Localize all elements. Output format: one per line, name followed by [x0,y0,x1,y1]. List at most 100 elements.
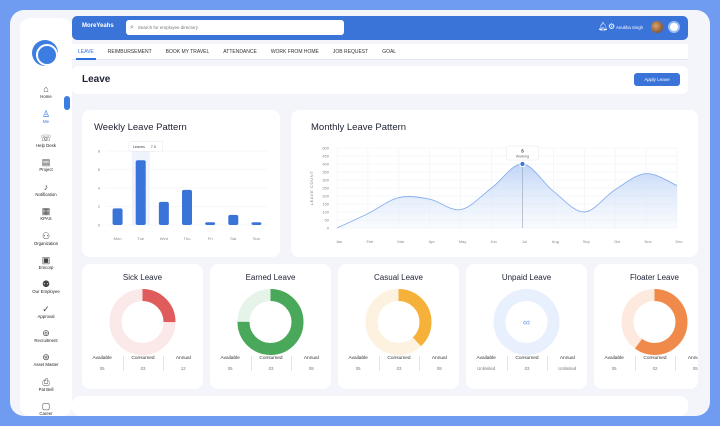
stat-consumed: Consumed 03 [506,356,547,371]
weekly-chart: 0 2 4 6 8 Mon Tue Wed Thu Fri Sat Sun Leaves 7.0 [98,141,268,241]
tooltip-label: Working [516,155,529,159]
sidebar-item-help-desk[interactable]: ☏ Help Desk [20,129,72,153]
stat-label: Available [604,356,624,361]
donut-arc [365,289,432,355]
bar-sun[interactable] [251,222,262,225]
gear-icon[interactable]: ⚙ [608,22,616,31]
x-tick-label: Thu [184,236,191,241]
sidebar-item-career[interactable]: ▢ Career [20,397,72,416]
sidebar-collapse-handle[interactable] [64,96,70,110]
brand-name[interactable]: MoreYeahs [82,23,114,29]
data-point-jul[interactable] [519,160,526,168]
user-name[interactable]: Anubha Singh [616,25,643,30]
bar-mon[interactable] [112,208,123,225]
leave-card-unpaid-leave[interactable]: Unpaid Leave ∞ Available Unlimited Consumed 0… [466,264,587,389]
tab-reimbursement[interactable]: REIMBURSEMENT [107,48,152,55]
stat-value: 05 [692,366,698,371]
sidebar-item-notification[interactable]: ♪ Notification [20,178,72,202]
stat-annual: Annual 08 [418,356,459,371]
clipboard-icon: ▤ [41,157,51,168]
tab-goal[interactable]: GOAL [382,48,397,55]
leave-stats: Available 05 Consumed 03 Annual 08 [210,356,331,371]
sidebar-item-recruitment[interactable]: ⊚ Recruitment [20,324,72,348]
headset-icon: ☏ [40,132,52,143]
module-tabs: LEAVE REIMBURSEMENT BOOK MY TRAVEL ATTENDAN… [72,44,688,60]
bar-wed[interactable] [158,201,169,225]
briefcase-icon: ▢ [41,401,51,412]
sidebar-item-label: Me [43,118,49,124]
leave-card-floater-leave[interactable]: Floater Leave Available 05 Consumed 02 Annual… [594,264,698,389]
leave-card-title: Earned Leave [245,273,296,282]
leave-card-title: Sick Leave [122,273,163,282]
x-tick-label: Fri [208,236,213,241]
sidebar-item-label: Emcorp [38,264,54,270]
tab-attendance[interactable]: ATTENDANCE [223,48,257,55]
stat-available: Available 05 [594,356,634,371]
infinity-icon: ∞ [523,318,530,329]
bottom-panel [72,396,688,416]
leave-card-casual-leave[interactable]: Casual Leave Available 05 Consumed 03 Annual 0… [338,264,459,389]
sidebar-item-pat-bell[interactable]: ⎙ Pat Bell [20,373,72,397]
stat-value: 02 [652,366,658,371]
sidebar-item-home[interactable]: ⌂ Home [20,80,72,104]
sidebar-item-label: Our Employee [32,289,60,295]
tab-leave[interactable]: LEAVE [76,44,96,60]
stat-annual: Annual 05 [674,356,698,371]
monthly-chart: 0 50 100 150 200 250 300 350 400 450 500 Jan Feb Mar A… [309,146,683,245]
y-axis-label: LEAVE COUNT [309,171,314,206]
top-bar: MoreYeahs ⌕ 🔔︎ ⚙ Anubha Singh [72,16,688,40]
tab-job-request[interactable]: JOB REQUEST [332,48,369,55]
y-tick-label: 300 [322,178,329,183]
weekly-chart-card: Weekly Leave Pattern 0 2 4 6 8 Mon Tue Wed Thu Fr… [82,110,280,257]
stat-available: Available 05 [82,356,122,371]
sidebar-item-project[interactable]: ▤ Project [20,153,72,177]
sidebar-item-our-employee[interactable]: ⚉ Our Employee [20,275,72,299]
sidebar-item-kpas[interactable]: ▦ KPAS [20,202,72,226]
search-input[interactable] [137,25,328,30]
apply-leave-button[interactable]: Apply Leave [634,73,680,86]
leave-card-earned-leave[interactable]: Earned Leave Available 05 Consumed 03 Annual 0… [210,264,331,389]
bar-fri[interactable] [205,222,216,225]
avatar[interactable] [651,21,663,33]
stat-value: 05 [611,366,617,371]
stat-consumed: Consumed 02 [634,356,675,371]
bar-tue[interactable] [135,160,146,225]
x-tick-label: Sun [253,236,260,241]
team-icon: ⚉ [41,279,51,290]
x-tick-label: Apr [429,239,436,244]
stat-label: Available [348,356,368,361]
sidebar-item-asset-master[interactable]: ⊛ Asset Master [20,348,72,372]
sidebar-item-approval[interactable]: ✓ Approval [20,300,72,324]
x-tick-label: Oct [614,239,621,244]
tab-work-from-home[interactable]: WORK FROM HOME [270,48,319,55]
x-tick-label: Nov [645,239,652,244]
stat-label: Consumed [259,356,283,361]
logo-icon[interactable] [32,40,58,66]
recruitment-icon: ⊚ [42,328,50,339]
donut-chart [109,289,176,355]
leave-card-sick-leave[interactable]: Sick Leave Available 05 Consumed 03 Annual 12 [82,264,203,389]
sidebar-item-me[interactable]: ♙ Me [20,104,72,128]
bell-icon[interactable]: 🔔︎ [598,22,609,31]
donut-arc [109,289,176,355]
home-icon: ⌂ [43,84,49,95]
sidebar-item-label: Recruitment [34,338,58,344]
bar-sat[interactable] [228,214,239,225]
search-box[interactable]: ⌕ [126,20,344,35]
x-tick-label: Jun [490,239,496,244]
sidebar-item-emcorp[interactable]: ▣ Emcorp [20,251,72,275]
profile-menu-icon[interactable] [668,21,680,33]
sidebar-item-organization[interactable]: ⚇ Organization [20,226,72,250]
series-line [336,163,678,229]
x-tick-label: Aug [552,239,559,244]
bar-thu[interactable] [182,189,192,225]
x-tick-label: Mon [114,236,122,241]
sidebar-item-label: Asset Master [33,362,59,368]
stat-consumed: Consumed 03 [250,356,291,371]
monthly-chart-card: Monthly Leave Pattern 0 50 100 150 200 250 300… [291,110,698,257]
stat-label: Consumed [387,356,411,361]
y-tick-label: 100 [322,210,329,215]
donut-chart [237,289,304,355]
stat-value: 03 [396,366,402,371]
tab-book-my-travel[interactable]: BOOK MY TRAVEL [165,48,210,55]
